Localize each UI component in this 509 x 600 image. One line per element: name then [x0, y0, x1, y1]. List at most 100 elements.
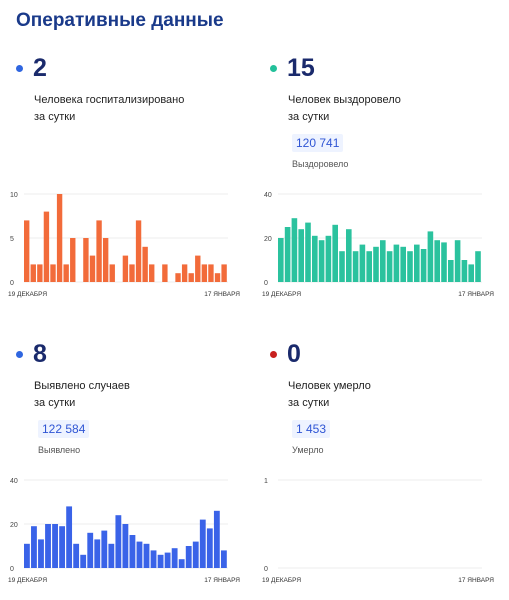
- chart-bar: [50, 264, 56, 282]
- card-detected: 8 Выявлено случаев за сутки 122 584 Выяв…: [0, 338, 245, 600]
- chart-bar: [135, 220, 142, 282]
- x-axis-start-label: 19 ДЕКАБРЯ: [8, 577, 47, 584]
- chart-bar: [278, 238, 284, 282]
- hospitalized-description: Человека госпитализировано за сутки: [34, 94, 185, 123]
- chart-bar: [325, 235, 332, 282]
- x-axis-end-label: 17 ЯНВАРЯ: [204, 577, 240, 584]
- chart-bar: [454, 240, 461, 282]
- chart-bar: [475, 251, 481, 282]
- detected-description: Выявлено случаев за сутки: [34, 380, 130, 409]
- chart-bar: [52, 524, 58, 568]
- chart-bar: [43, 211, 50, 282]
- chart-bar: [185, 546, 192, 568]
- chart-bar: [305, 222, 311, 282]
- card-recovered: 15 Человек выздоровело за сутки 120 741 …: [254, 52, 499, 342]
- x-axis-end-label: 17 ЯНВАРЯ: [458, 291, 494, 298]
- chart-bar: [136, 541, 143, 568]
- chart-bar: [221, 264, 227, 282]
- chart-bar: [142, 246, 148, 282]
- chart-bar: [380, 240, 386, 282]
- chart-bar: [102, 238, 109, 282]
- chart-bar: [24, 220, 30, 282]
- chart-bar: [192, 541, 199, 568]
- chart-bar: [214, 273, 221, 282]
- chart-bar: [94, 539, 101, 568]
- recovered-chart: 40 20 0 19 ДЕКАБРЯ 17 ЯНВАРЯ: [262, 192, 494, 298]
- chart-bar: [393, 244, 400, 282]
- chart-bar: [115, 515, 122, 568]
- chart-bar: [386, 251, 393, 282]
- chart-bar: [461, 260, 468, 282]
- chart-bar: [427, 231, 434, 282]
- chart-bar: [63, 264, 69, 282]
- y-tick-label: 0: [10, 566, 14, 573]
- chart-bar: [143, 543, 150, 568]
- status-dot-icon: [16, 350, 23, 358]
- died-value: 0: [287, 340, 301, 368]
- chart-bar: [101, 530, 108, 568]
- chart-bar: [171, 548, 178, 568]
- chart-bar: [434, 240, 440, 282]
- y-tick-label: 40: [10, 478, 18, 485]
- chart-bar: [352, 251, 359, 282]
- card-died: 0 Человек умерло за сутки 1 453 Умерло 1…: [254, 338, 499, 600]
- chart-bar: [129, 264, 135, 282]
- chart-bar: [80, 554, 87, 568]
- died-total-label: Умерло: [292, 445, 324, 455]
- card-hospitalized: 2 Человека госпитализировано за сутки 10…: [0, 52, 245, 342]
- chart-bar: [150, 550, 157, 568]
- y-tick-label: 0: [10, 280, 14, 287]
- chart-bar: [407, 251, 413, 282]
- y-tick-label: 0: [264, 280, 268, 287]
- chart-bar: [213, 510, 220, 568]
- chart-bar: [366, 251, 372, 282]
- chart-bar: [45, 524, 51, 568]
- chart-bar: [468, 264, 474, 282]
- x-axis-end-label: 17 ЯНВАРЯ: [204, 291, 240, 298]
- chart-bar: [339, 251, 345, 282]
- chart-bar: [400, 246, 406, 282]
- y-tick-label: 0: [264, 566, 268, 573]
- chart-bar: [175, 273, 181, 282]
- chart-bar: [56, 194, 63, 282]
- chart-bar: [87, 532, 94, 568]
- chart-bar: [70, 238, 76, 282]
- chart-bar: [199, 519, 206, 568]
- chart-bar: [298, 229, 304, 282]
- chart-bar: [220, 550, 227, 568]
- chart-bar: [89, 255, 96, 282]
- detected-total-label: Выявлено: [38, 445, 81, 455]
- status-dot-icon: [270, 64, 277, 72]
- y-tick-label: 5: [10, 236, 14, 243]
- recovered-total-label: Выздоровело: [292, 159, 349, 169]
- chart-bar: [420, 249, 427, 282]
- y-tick-label: 20: [10, 522, 18, 529]
- chart-bar: [149, 264, 155, 282]
- chart-bar: [195, 255, 201, 282]
- chart-bar: [96, 220, 102, 282]
- chart-bar: [122, 524, 129, 568]
- chart-bar: [129, 535, 136, 568]
- x-axis-start-label: 19 ДЕКАБРЯ: [262, 577, 301, 584]
- chart-bar: [59, 526, 66, 568]
- chart-bar: [109, 264, 115, 282]
- recovered-description: Человек выздоровело за сутки: [288, 94, 401, 123]
- chart-bar: [162, 264, 168, 282]
- chart-bar: [414, 244, 420, 282]
- died-chart: 1 0 19 ДЕКАБРЯ 17 ЯНВАРЯ: [262, 478, 494, 584]
- recovered-value: 15: [287, 54, 315, 82]
- chart-bar: [359, 244, 366, 282]
- chart-bar: [318, 240, 325, 282]
- chart-bar: [332, 224, 338, 282]
- chart-bar: [201, 264, 208, 282]
- x-axis-start-label: 19 ДЕКАБРЯ: [8, 291, 47, 298]
- x-axis-end-label: 17 ЯНВАРЯ: [458, 577, 494, 584]
- chart-bar: [441, 242, 447, 282]
- y-tick-label: 1: [264, 478, 268, 485]
- chart-bar: [181, 264, 188, 282]
- died-total: 1 453: [292, 420, 331, 438]
- died-description: Человек умерло за сутки: [288, 380, 371, 409]
- chart-bar: [312, 235, 318, 282]
- chart-bar: [30, 264, 36, 282]
- recovered-total: 120 741: [292, 134, 344, 152]
